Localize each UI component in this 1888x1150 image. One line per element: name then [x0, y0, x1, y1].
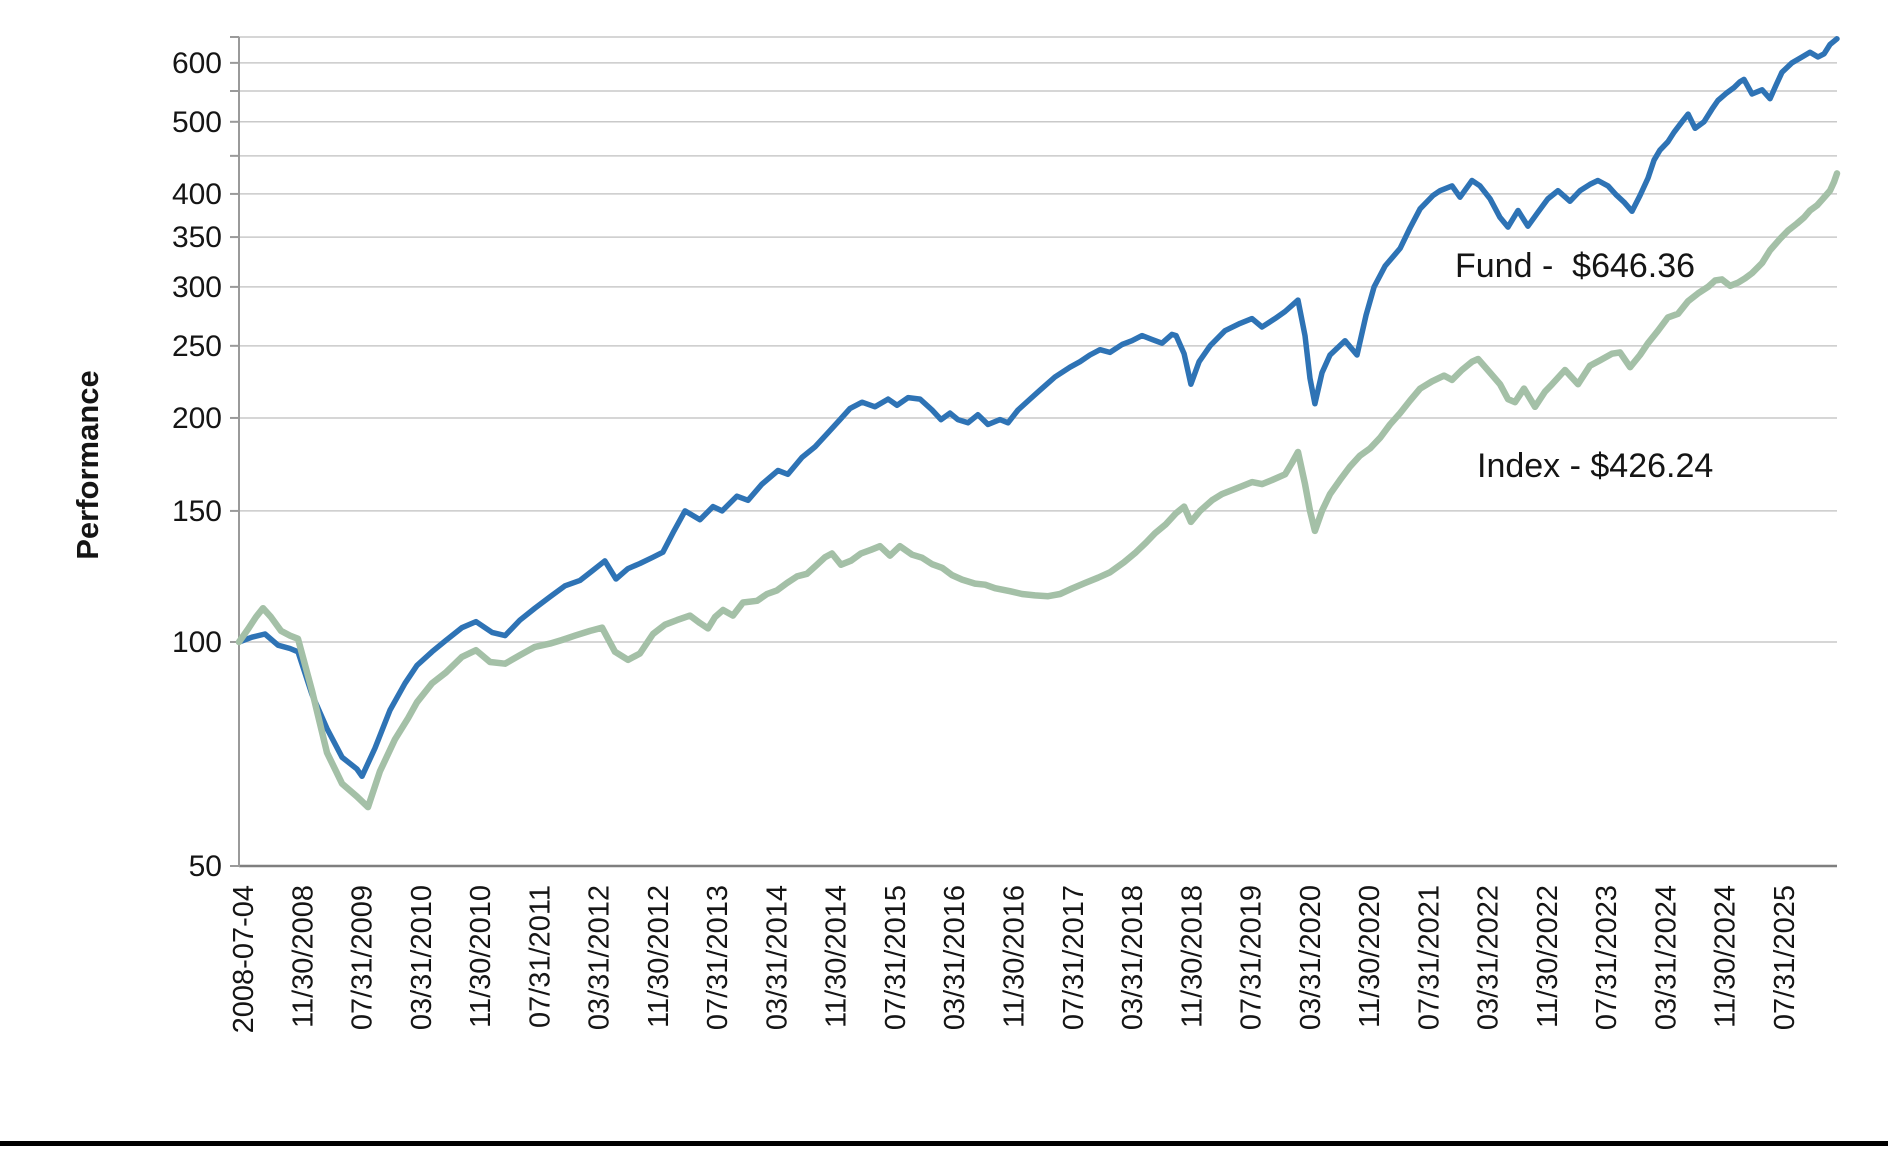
x-tick-label-7: 11/30/2012 — [643, 885, 675, 1028]
x-tick-label-8: 07/31/2013 — [702, 885, 734, 1030]
x-tick-label-20: 07/31/2021 — [1413, 885, 1445, 1030]
y-tick-label-250: 250 — [172, 330, 222, 363]
y-axis-tick-labels: 600 500 400 350 300 250 200 150 100 50 — [172, 47, 222, 883]
x-tick-label-9: 03/31/2014 — [761, 885, 793, 1030]
x-tick-label-6: 03/31/2012 — [584, 885, 616, 1030]
x-tick-label-3: 03/31/2010 — [406, 885, 438, 1030]
y-tick-label-500: 500 — [172, 106, 222, 139]
x-tick-label-5: 07/31/2011 — [524, 885, 556, 1028]
x-tick-label-23: 07/31/2023 — [1591, 885, 1623, 1030]
x-tick-label-26: 07/31/2025 — [1769, 885, 1801, 1030]
x-tick-label-17: 07/31/2019 — [1236, 885, 1268, 1030]
series-line-fund — [236, 36, 1840, 780]
x-axis-tick-labels: 2008-07-04 11/30/2008 07/31/2009 03/31/2010… — [228, 885, 1801, 1033]
x-tick-label-13: 11/30/2016 — [999, 885, 1031, 1028]
x-tick-label-10: 11/30/2014 — [821, 885, 853, 1028]
y-tick-label-50: 50 — [189, 850, 222, 883]
x-tick-label-2: 07/31/2009 — [347, 885, 379, 1030]
x-tick-label-15: 03/31/2018 — [1117, 885, 1149, 1030]
x-tick-label-24: 03/31/2024 — [1650, 885, 1682, 1030]
x-tick-label-11: 07/31/2015 — [880, 885, 912, 1030]
y-tick-label-100: 100 — [172, 626, 222, 659]
x-tick-label-0: 2008-07-04 — [228, 885, 260, 1033]
y-tick-label-600: 600 — [172, 47, 222, 80]
x-tick-label-21: 03/31/2022 — [1473, 885, 1505, 1030]
series-line-index — [235, 170, 1841, 811]
series-paths — [235, 36, 1841, 811]
index-annotation: Index - $426.24 — [1477, 447, 1713, 485]
y-tick-label-150: 150 — [172, 495, 222, 528]
y-axis-title: Performance — [70, 370, 105, 560]
x-tick-label-14: 07/31/2017 — [1058, 885, 1090, 1030]
footer-rule — [0, 1141, 1888, 1146]
x-tick-label-18: 03/31/2020 — [1295, 885, 1327, 1030]
y-tick-label-300: 300 — [172, 271, 222, 304]
gridlines — [239, 36, 1837, 868]
x-tick-label-25: 11/30/2024 — [1710, 885, 1742, 1028]
x-tick-label-22: 11/30/2022 — [1532, 885, 1564, 1028]
y-tick-label-350: 350 — [172, 221, 222, 254]
y-tick-label-400: 400 — [172, 178, 222, 211]
y-tick-label-200: 200 — [172, 402, 222, 435]
x-tick-label-4: 11/30/2010 — [465, 885, 497, 1028]
x-tick-label-16: 11/30/2018 — [1176, 885, 1208, 1028]
fund-annotation: Fund - $646.36 — [1455, 247, 1695, 285]
axes — [230, 36, 240, 867]
x-tick-label-19: 11/30/2020 — [1354, 885, 1386, 1028]
x-tick-label-1: 11/30/2008 — [287, 885, 319, 1028]
x-tick-label-12: 03/31/2016 — [939, 885, 971, 1030]
